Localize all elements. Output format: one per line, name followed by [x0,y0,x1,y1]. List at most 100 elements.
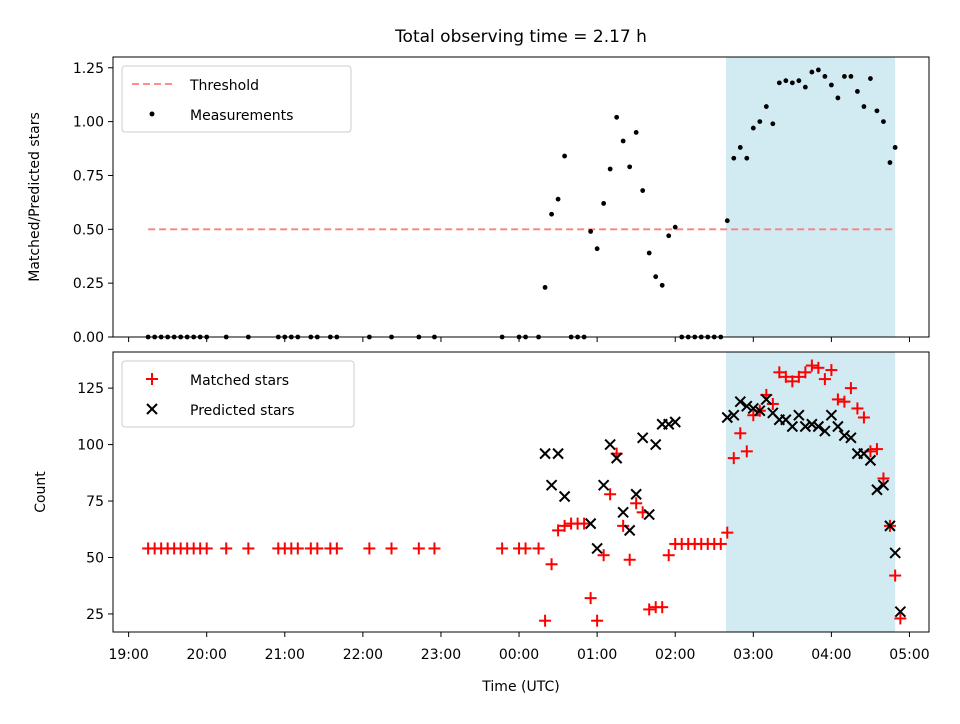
x-tick-label: 22:00 [343,647,383,663]
measurement-point [770,121,776,127]
y-tick-label: 0.25 [73,276,104,292]
measurement-point [653,274,659,280]
matched-star-point [838,395,851,408]
matched-star-point [643,603,656,616]
matched-star-point [623,553,636,566]
predicted-star-point [894,605,907,618]
measurement-point [549,211,554,217]
measurement-point [892,145,898,150]
predicted-star-point [584,517,597,530]
predicted-star-point [669,416,681,428]
x-tick-label: 19:00 [108,647,148,663]
measurement-point [783,78,789,84]
predicted-star-point [786,420,799,433]
matched-star-point [428,542,441,555]
matched-star-point [519,542,532,555]
predicted-star-point [597,479,610,491]
measurement-point [750,125,756,131]
predicted-star-point [604,438,616,451]
measurement-point [731,155,737,161]
x-tick-label: 03:00 [733,647,773,663]
matched-star-point [662,549,675,562]
matched-star-point [385,542,398,555]
matched-star-point [597,549,610,562]
matched-star-point [584,592,597,605]
predicted-star-point [812,420,825,433]
measurement-point [776,80,782,86]
legend-measurements-label: Measurements [190,108,293,124]
matched-star-point [539,614,552,627]
matched-star-point [330,542,343,555]
predicted-star-point [747,402,760,415]
measurement-point [887,160,893,165]
predicted-star-point [832,420,844,433]
matched-star-point [242,542,255,555]
x-tick-label: 01:00 [577,647,617,663]
measurement-point [672,224,678,230]
x-tick-label: 02:00 [655,647,695,663]
predicted-star-point [545,479,558,491]
x-tick-label: 23:00 [421,647,461,663]
matched-star-point [779,370,792,383]
matched-star-point [552,524,565,537]
matched-star-point [889,569,902,582]
legend-threshold-label: Threshold [189,78,259,94]
measurement-point [861,104,867,109]
matched-star-point [220,542,233,555]
measurement-point [868,76,873,81]
matched-star-point [740,445,753,458]
predicted-star-point [591,542,603,555]
x-tick-label: 05:00 [889,647,929,663]
y-tick-label: 1.00 [73,115,104,131]
predicted-star-point [728,409,740,421]
predicted-star-point [889,547,901,559]
matched-star-point [894,612,907,625]
measurement-point [646,250,652,256]
measurement-point [737,145,743,150]
y-tick-label: 0.50 [73,222,104,238]
measurement-point [757,119,763,125]
bottom-legend-box [121,360,355,428]
measurement-point [802,84,808,90]
bottom-panel: 25 50 75 100 125 Count Matched stars Predict… [33,337,930,663]
x-tick-label: 20:00 [187,647,227,663]
matched-star-point [831,393,844,406]
y-tick-label: 50 [86,550,104,566]
measurement-point [874,108,880,114]
top-panel: 0.00 0.25 0.50 0.75 1.00 1.25 Matched/Predict… [27,56,930,346]
legend-matched-label: Matched stars [190,373,289,389]
matched-star-point [727,452,740,465]
measurement-point [542,285,548,290]
matched-star-point [200,542,213,555]
measurement-point [724,218,730,224]
matched-star-point [545,558,558,571]
measurement-point [855,89,860,94]
measurement-point [763,104,769,109]
matched-star-point [825,364,838,377]
measurement-point [601,201,607,206]
y-tick-label: 100 [77,438,104,454]
matched-star-point [604,488,617,501]
matched-star-point [747,409,760,422]
measurement-point [796,78,802,84]
matched-star-point [805,359,818,372]
bottom-ylabel: Count [33,471,49,513]
top-legend: Threshold Measurements [121,65,352,133]
matched-star-point [844,382,857,395]
x-tick-label: 21:00 [265,647,305,663]
predicted-star-point [793,409,805,421]
bottom-plot-frame [112,351,930,633]
predicted-star-point [649,438,662,451]
x-tick-label: 04:00 [811,647,851,663]
measurement-point [848,73,854,79]
predicted-star-point [864,454,877,467]
predicted-star-point [721,411,733,424]
measurement-point [627,164,633,170]
measurement-point [842,73,847,79]
measurement-point [881,119,886,125]
predicted-star-point [539,447,551,460]
measurement-point [835,95,841,101]
matched-star-point [496,542,509,555]
legend-predicted-label: Predicted stars [190,403,295,419]
